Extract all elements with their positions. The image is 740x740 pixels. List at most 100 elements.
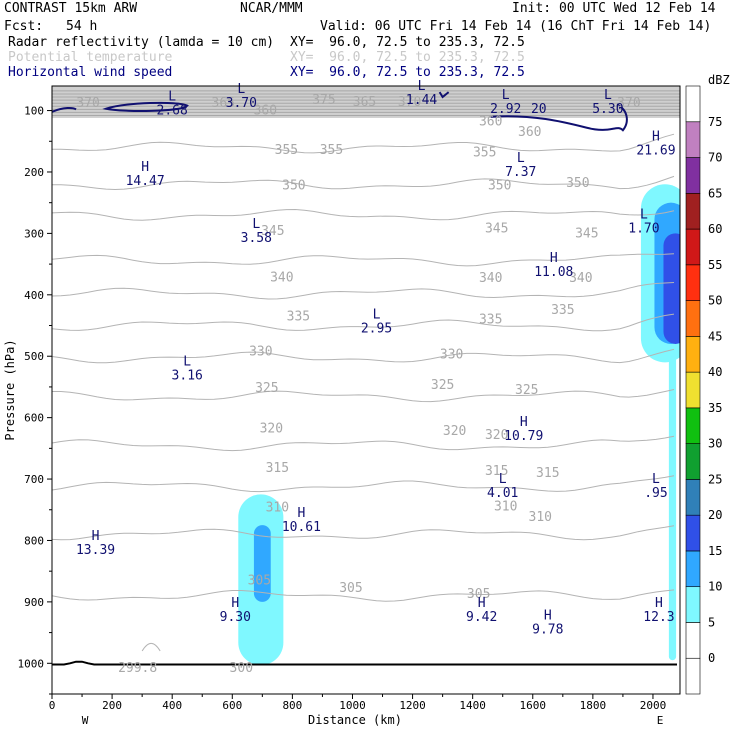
theta-label: 325: [255, 381, 278, 396]
wind-extremum-kind: L: [502, 88, 510, 103]
colorbar-label: 5: [708, 615, 715, 629]
wind-extremum-value: 11.08: [534, 265, 573, 280]
theta-label: 355: [320, 143, 343, 158]
theta-label: 355: [473, 145, 496, 160]
wind-extremum-kind: H: [652, 129, 660, 144]
y-tick-label: 200: [24, 166, 44, 179]
y-tick-label: 500: [24, 350, 44, 363]
theta-label: 360: [479, 115, 502, 130]
x-tick-label: 1600: [520, 699, 547, 712]
wind-extremum-value: 9.30: [220, 610, 251, 625]
wind-extremum-kind: L: [640, 207, 648, 222]
y-tick-label: 700: [24, 473, 44, 486]
wind-extremum-value: 12.3: [643, 610, 674, 625]
colorbar-label: 60: [708, 222, 722, 236]
y-tick-label: 600: [24, 412, 44, 425]
theta-label: 335: [479, 312, 502, 327]
field-theta-xy: XY= 96.0, 72.5 to 235.3, 72.5: [290, 50, 525, 65]
reflectivity-core-east-strong: [663, 233, 680, 344]
field-wind-xy: XY= 96.0, 72.5 to 235.3, 72.5: [290, 65, 525, 80]
y-tick-label: 300: [24, 227, 44, 240]
theta-label: 325: [431, 378, 454, 393]
theta-contour-small: [141, 642, 161, 652]
theta-label: 345: [261, 224, 284, 239]
x-tick-label: 0: [49, 699, 56, 712]
theta-label: 315: [266, 461, 289, 476]
x-tick-label: 800: [282, 699, 302, 712]
theta-label: 365: [353, 95, 376, 110]
colorbar-segment: [685, 300, 701, 337]
y-tick-label: 400: [24, 289, 44, 302]
x-tick-label: 600: [222, 699, 242, 712]
wind-extremum-value: 1.70: [628, 221, 659, 236]
east-label: E: [657, 714, 664, 727]
theta-contour-350: [52, 208, 675, 221]
theta-label: 350: [488, 178, 511, 193]
theta-label: 350: [282, 178, 305, 193]
y-tick-label: 800: [24, 534, 44, 547]
colorbar-label: 35: [708, 401, 722, 415]
theta-contour-345: [52, 253, 675, 267]
wind-contour-edge: [52, 107, 77, 113]
colorbar-label: 10: [708, 580, 722, 594]
theta-label: 305: [248, 573, 271, 588]
field-reflectivity-xy: XY= 96.0, 72.5 to 235.3, 72.5: [290, 35, 525, 50]
theta-label: 350: [566, 176, 589, 191]
theta-contour-315: [52, 475, 675, 493]
wind-extremum-value: 2.92: [490, 102, 521, 117]
wind-extremum-kind: H: [92, 529, 100, 544]
colorbar-label: 25: [708, 472, 722, 486]
theta-label: 310: [494, 500, 517, 515]
theta-label: 370: [76, 96, 99, 111]
theta-label: 370: [398, 95, 421, 110]
wind-extremum-kind: L: [252, 217, 260, 232]
theta-label: 365: [212, 96, 235, 111]
theta-label: 345: [485, 221, 508, 236]
wind-extremum-kind: H: [297, 506, 305, 521]
colorbar-segment: [685, 407, 701, 444]
forecast-label: Fcst:: [4, 19, 44, 34]
wind-extremum-value: 5.30: [592, 102, 623, 117]
theta-label: 340: [569, 271, 592, 286]
colorbar-segment: [685, 479, 701, 516]
wind-extremum-value: .95: [644, 486, 667, 501]
theta-label: 310: [529, 510, 552, 525]
colorbar-label: 20: [708, 508, 722, 522]
wind-contour-west: [102, 101, 189, 113]
wind-extremum-value: 9.42: [466, 610, 497, 625]
init-time: Init: 00 UTC Wed 12 Feb 14: [512, 1, 716, 16]
colorbar-label: 75: [708, 115, 722, 129]
colorbar-label: 0: [708, 651, 715, 665]
colorbar-segment: [685, 336, 701, 373]
wind-contour-east: [490, 103, 628, 132]
theta-label: 335: [287, 309, 310, 324]
theta-label: 345: [575, 226, 598, 241]
colorbar-segment: [685, 157, 701, 194]
theta-label: 305: [467, 587, 490, 602]
colorbar-segment: [685, 657, 701, 695]
field-theta-name: Potential temperature: [8, 50, 173, 65]
theta-label: 340: [479, 271, 502, 286]
wind-contour-label: 20: [531, 102, 547, 117]
wind-extremum-kind: H: [478, 596, 486, 611]
colorbar-segment: [685, 192, 701, 230]
colorbar-segment: [685, 121, 701, 158]
colorbar-segment: [685, 371, 701, 409]
theta-contour-340: [52, 282, 675, 300]
wind-extremum-kind: H: [544, 608, 552, 623]
wind-extremum-kind: L: [183, 355, 191, 370]
wind-extremum-kind: H: [141, 160, 149, 175]
wind-extremum-value: 10.61: [282, 520, 321, 535]
x-tick-label: 1200: [399, 699, 426, 712]
x-tick-label: 2000: [640, 699, 667, 712]
theta-label: 330: [440, 347, 463, 362]
colorbar-label: 30: [708, 437, 722, 451]
reflectivity-east-edge: [668, 356, 677, 661]
forecast-hour: 54 h: [66, 19, 98, 34]
wind-extremum-kind: L: [604, 88, 612, 103]
colorbar-segment: [685, 550, 701, 588]
wind-extremum-value: 3.70: [226, 96, 257, 111]
colorbar-segment: [685, 443, 701, 480]
theta-contour-320: [52, 435, 675, 452]
